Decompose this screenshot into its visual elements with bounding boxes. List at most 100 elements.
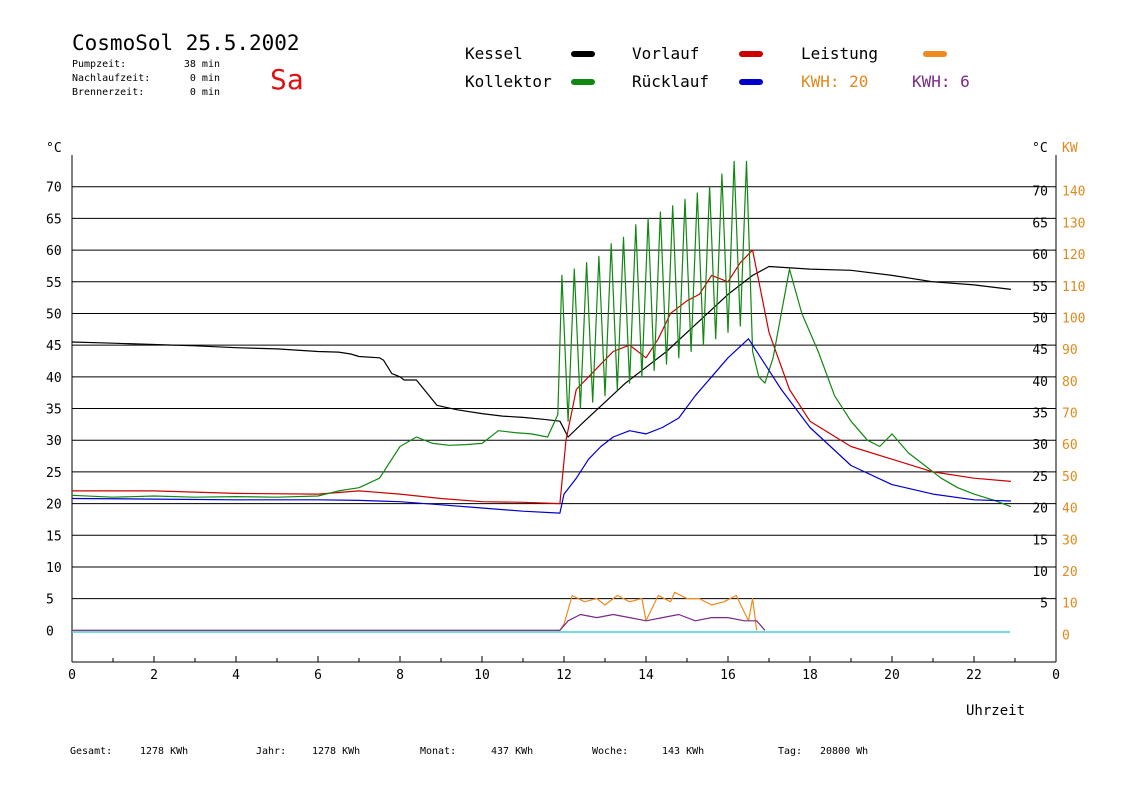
day-label: Sa [270, 63, 304, 96]
y-tick-label-right: 10 [1032, 565, 1048, 580]
y2-tick-label: 100 [1062, 311, 1085, 326]
footer-label: Woche: [592, 746, 628, 757]
y-axis-unit-left: °C [46, 141, 62, 156]
x-tick-label: 6 [314, 668, 322, 683]
header-stats: Pumpzeit: 38 min Nachlaufzeit: 0 min Bre… [72, 59, 220, 98]
y-tick-label-left: 50 [46, 307, 62, 322]
y2-tick-label: 10 [1062, 597, 1078, 612]
x-axis: 0 2 4 6 8 10 12 14 16 18 20 22 0 [68, 656, 1060, 683]
y-tick-label-left: 20 [46, 498, 62, 513]
y-tick-label-left: 25 [46, 466, 62, 481]
y-tick-label-right: 55 [1032, 280, 1048, 295]
y2-tick-label: 50 [1062, 470, 1078, 485]
y-tick-label-left: 65 [46, 212, 62, 227]
x-tick-label: 20 [884, 668, 900, 683]
stat-value: 38 min [184, 59, 220, 70]
y-tick-label-left: 45 [46, 339, 62, 354]
legend-label-vorlauf: Vorlauf [632, 44, 699, 63]
x-tick-label: 4 [232, 668, 240, 683]
series-line-kessel [71, 265, 1011, 438]
y2-axis: 0 10 20 30 40 50 60 70 80 90 100 110 120 130 140 [1062, 185, 1085, 644]
y-tick-label-right: 60 [1032, 248, 1048, 263]
y2-tick-label: 30 [1062, 533, 1078, 548]
y2-tick-label: 90 [1062, 343, 1078, 358]
y-tick-label-left: 70 [46, 181, 62, 196]
series-line-leistung [72, 591, 758, 631]
y2-tick-label: 70 [1062, 407, 1078, 422]
y-tick-label-right: 40 [1032, 375, 1048, 390]
x-tick-label: 8 [396, 668, 404, 683]
y-tick-label-left: 30 [46, 434, 62, 449]
y-tick-label-right: 5 [1040, 597, 1048, 612]
legend-label-kollektor: Kollektor [465, 72, 552, 91]
footer-value: 20800 Wh [820, 746, 868, 757]
y-tick-label-left: 0 [46, 624, 54, 639]
y-axis-right: 5 10 15 20 25 30 35 40 45 50 55 60 65 70 [1032, 185, 1048, 612]
y-tick-label-right: 15 [1032, 533, 1048, 548]
footer-label: Jahr: [256, 746, 286, 757]
y-tick-label-left: 35 [46, 403, 62, 418]
y-tick-label-right: 45 [1032, 343, 1048, 358]
footer-label: Gesamt: [70, 746, 112, 757]
series-line-kollektor [71, 160, 1012, 508]
y2-tick-label: 40 [1062, 502, 1078, 517]
y-tick-label-left: 5 [46, 593, 54, 608]
y-tick-label-right: 70 [1032, 185, 1048, 200]
y2-tick-label: 110 [1062, 280, 1085, 295]
y-tick-label-right: 35 [1032, 407, 1048, 422]
footer-value: 1278 KWh [140, 746, 188, 757]
y-tick-label-right: 30 [1032, 438, 1048, 453]
y2-tick-label: 0 [1062, 628, 1070, 643]
x-tick-label: 2 [150, 668, 158, 683]
y2-tick-label: 20 [1062, 565, 1078, 580]
stat-label: Brennerzeit: [72, 87, 144, 98]
stat-value: 0 min [190, 73, 220, 84]
x-tick-label: 22 [966, 668, 982, 683]
x-tick-label: 0 [1052, 668, 1060, 683]
y-tick-label-left: 10 [46, 561, 62, 576]
x-tick-label: 18 [802, 668, 818, 683]
footer-label: Tag: [778, 746, 802, 757]
x-tick-label: 16 [720, 668, 736, 683]
y2-tick-label: 130 [1062, 216, 1085, 231]
y-tick-label-left: 60 [46, 244, 62, 259]
chart-title: CosmoSol 25.5.2002 [72, 31, 300, 55]
legend-label-leistung: Leistung [801, 44, 878, 63]
x-tick-label: 10 [474, 668, 490, 683]
y-tick-label-left: 15 [46, 529, 62, 544]
y2-tick-label: 80 [1062, 375, 1078, 390]
y-axis-unit-right: °C [1032, 141, 1048, 156]
footer-label: Monat: [420, 746, 456, 757]
stat-label: Pumpzeit: [72, 59, 126, 70]
footer-value: 143 KWh [662, 746, 704, 757]
legend-label-ruecklauf: Rücklauf [632, 72, 709, 91]
y-tick-label-right: 20 [1032, 502, 1048, 517]
y2-tick-label: 140 [1062, 185, 1085, 200]
x-tick-label: 0 [68, 668, 76, 683]
series-line-vorlauf [72, 249, 1011, 505]
stat-value: 0 min [190, 87, 220, 98]
footer-value: 437 KWh [491, 746, 533, 757]
legend-label-kessel: Kessel [465, 44, 523, 63]
y-tick-label-right: 50 [1032, 311, 1048, 326]
stat-label: Nachlaufzeit: [72, 73, 150, 84]
series-group [71, 160, 1012, 631]
y-tick-label-right: 25 [1032, 470, 1048, 485]
y-axis-left: 0 5 10 15 20 25 30 35 40 45 50 55 60 65 70 [46, 181, 62, 640]
y2-tick-label: 60 [1062, 438, 1078, 453]
y2-axis-unit: KW [1062, 141, 1078, 156]
footer-stats: Gesamt: 1278 KWh Jahr: 1278 KWh Monat: 4… [70, 746, 868, 757]
legend: Kessel Vorlauf Leistung Kollektor Rückla… [465, 44, 970, 91]
y-tick-label-right: 65 [1032, 216, 1048, 231]
series-line-r-cklauf [71, 338, 1011, 514]
y2-tick-label: 120 [1062, 248, 1085, 263]
footer-value: 1278 KWh [312, 746, 360, 757]
x-tick-label: 14 [638, 668, 654, 683]
x-tick-label: 12 [556, 668, 572, 683]
grid-lines [71, 155, 1057, 663]
x-axis-label: Uhrzeit [966, 703, 1025, 719]
series-line-secondary-power [72, 613, 766, 631]
legend-kwh-secondary: KWH: 6 [912, 72, 970, 91]
legend-kwh-leistung: KWH: 20 [801, 72, 868, 91]
